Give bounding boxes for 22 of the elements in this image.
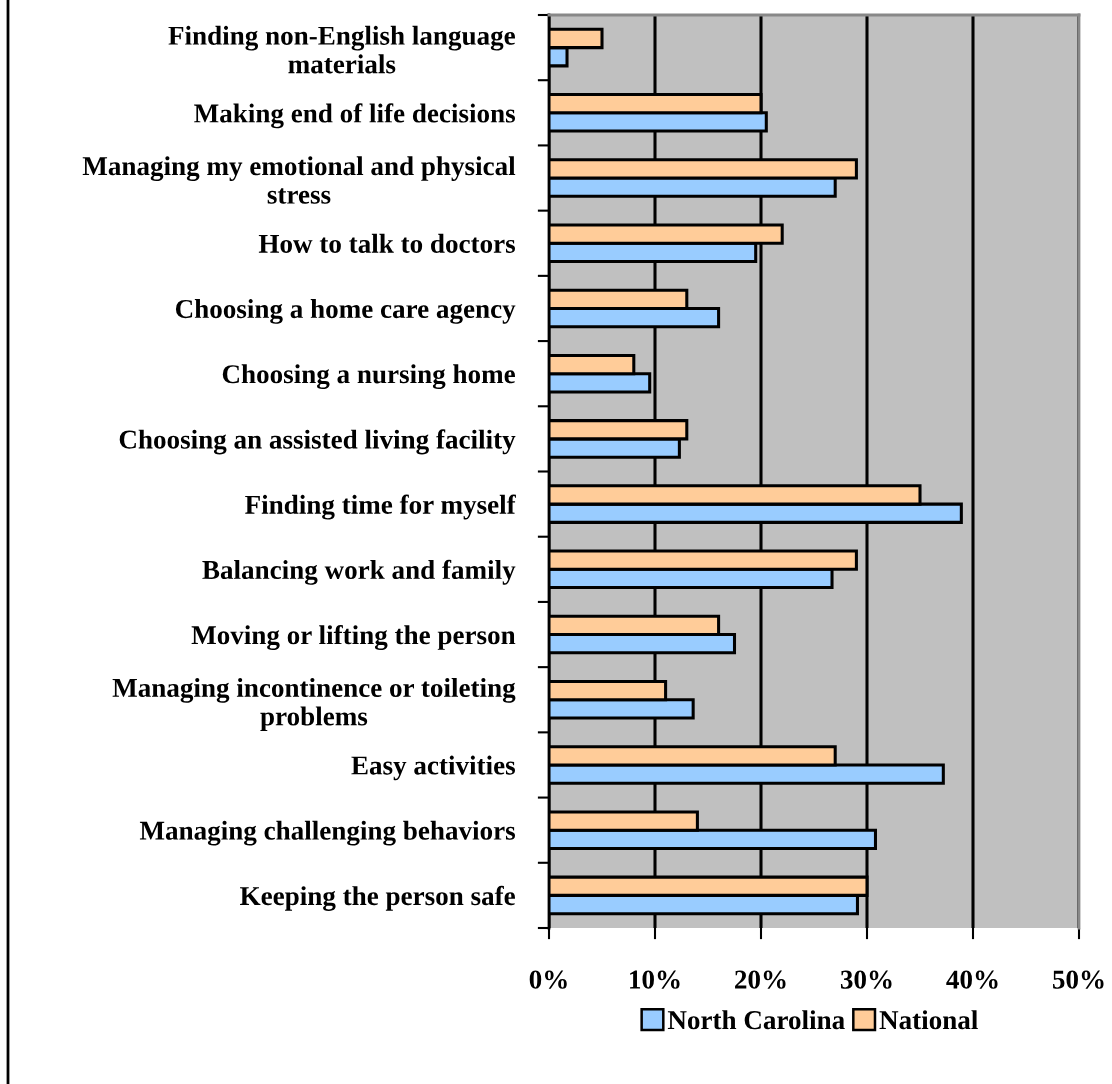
y-tick-label: How to talk to doctors: [258, 233, 516, 253]
y-tick-label: Finding non-English language materials: [168, 25, 515, 74]
y-tick-label: Moving or lifting the person: [191, 625, 516, 651]
x-tick-label: 20%: [735, 970, 786, 989]
y-tick-label: Managing incontinence or toileting problems: [112, 677, 516, 732]
y-tick-label: Choosing an assisted living facility: [119, 429, 516, 455]
y-tick-label: Easy activities: [351, 755, 515, 781]
y-tick-label: Managing my emotional and physical stress: [82, 156, 516, 204]
y-tick-label: Balancing work and family: [202, 559, 516, 585]
legend-label: National: [879, 1010, 978, 1030]
y-tick-label: Finding time for myself: [245, 494, 516, 520]
x-tick-label: 10%: [630, 970, 680, 989]
legend-label: North Carolina: [667, 1010, 845, 1030]
y-tick-label: Choosing a home care agency: [175, 299, 516, 324]
y-tick-label: Managing challenging behaviors: [139, 820, 516, 846]
x-tick-label: 0%: [529, 970, 567, 989]
x-tick-label: 40%: [946, 970, 998, 989]
y-tick-label: Making end of life decisions: [194, 103, 516, 129]
x-tick-label: 30%: [840, 970, 892, 989]
y-tick-label: Keeping the person safe: [240, 885, 515, 911]
y-tick-label: Choosing a nursing home: [222, 364, 515, 390]
x-tick-label: 50%: [1053, 970, 1104, 989]
